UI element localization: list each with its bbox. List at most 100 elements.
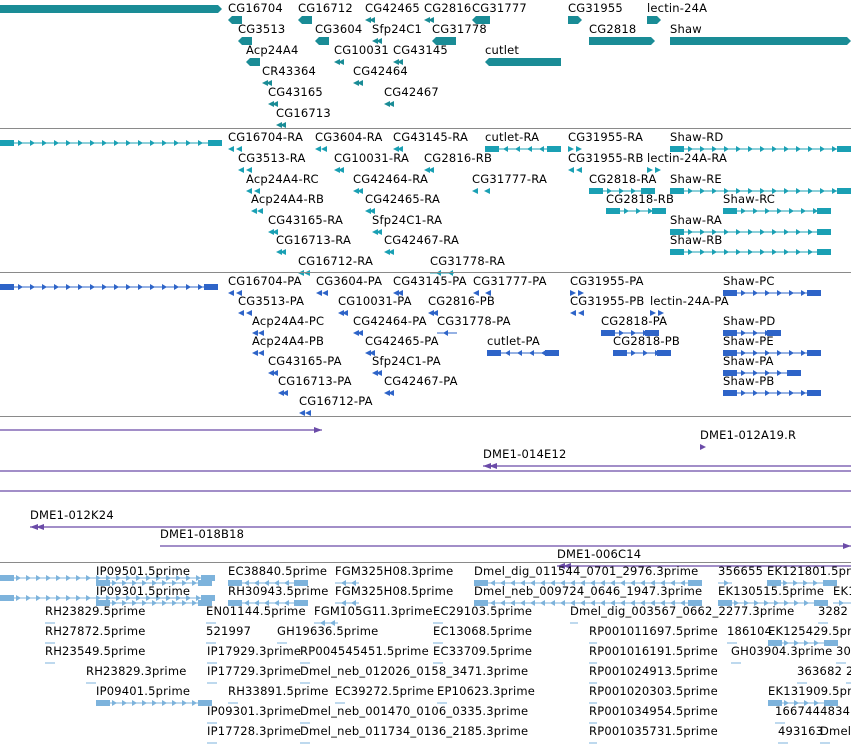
feature-glyph[interactable] xyxy=(568,16,582,24)
ek125429-5prime-feature[interactable]: EK125429.5prime xyxy=(768,625,851,646)
feature-glyph[interactable] xyxy=(278,390,288,396)
feature-glyph[interactable] xyxy=(723,350,821,356)
feature-glyph[interactable] xyxy=(384,101,394,107)
dme1-012a19-r-feature[interactable]: DME1-012A19.R xyxy=(700,429,796,450)
feature-glyph[interactable] xyxy=(96,700,212,706)
cg16704-pa-feature[interactable]: CG16704-PA xyxy=(228,275,302,296)
cg31777-feature[interactable]: CG31777 xyxy=(472,2,527,24)
feature-glyph[interactable] xyxy=(384,390,394,396)
feature-glyph[interactable] xyxy=(428,310,438,316)
186104-feature[interactable]: 186104 xyxy=(727,625,772,645)
sfp24c1-pa-feature[interactable]: Sfp24C1-PA xyxy=(372,355,441,376)
feature-glyph[interactable] xyxy=(207,660,217,666)
cg3604-pa-feature[interactable]: CG3604-PA xyxy=(316,275,382,296)
feature-glyph[interactable] xyxy=(353,80,363,86)
cg10031-pa-feature[interactable]: CG10031-PA xyxy=(338,295,412,316)
feature-glyph[interactable] xyxy=(252,350,264,356)
feature-glyph[interactable] xyxy=(238,310,252,316)
feature-glyph[interactable] xyxy=(606,208,666,214)
feature-glyph[interactable] xyxy=(833,600,851,606)
cg2818-pb-feature[interactable]: CG2818-PB xyxy=(613,335,680,356)
feature-glyph[interactable] xyxy=(335,580,359,586)
cg2818-ra-feature[interactable]: CG2818-RA xyxy=(589,173,656,194)
feature-glyph[interactable] xyxy=(298,270,310,276)
feature-glyph[interactable] xyxy=(767,580,837,586)
cg2816-feature[interactable]: CG2816 xyxy=(424,2,471,23)
feature-glyph[interactable] xyxy=(353,330,363,336)
ip17728-3prime-feature[interactable]: IP17728.3prime xyxy=(207,725,301,745)
feature-glyph[interactable] xyxy=(723,370,801,376)
feature-glyph[interactable] xyxy=(335,700,345,706)
363682-feature[interactable]: 363682 xyxy=(797,665,842,686)
shaw-rc-feature[interactable]: Shaw-RC xyxy=(723,193,831,214)
feature-glyph[interactable] xyxy=(613,350,671,356)
feature-glyph[interactable] xyxy=(723,330,781,336)
cg31955-pa-feature[interactable]: CG31955-PA xyxy=(570,275,644,296)
cg31955-rb-feature[interactable]: CG31955-RB xyxy=(568,152,643,173)
feature-glyph[interactable] xyxy=(393,290,403,296)
3282-feature[interactable]: 3282 xyxy=(818,605,848,625)
rh23549-5prime-feature[interactable]: RH23549.5prime xyxy=(45,645,145,665)
rh23829-3prime-feature[interactable]: RH23829.3prime xyxy=(86,665,186,685)
feature-glyph[interactable] xyxy=(487,350,559,356)
ests-segment-feature[interactable] xyxy=(0,595,215,615)
521997-feature[interactable]: 521997 xyxy=(206,625,251,645)
ep10623-3prime-feature[interactable]: EP10623.3prime xyxy=(437,685,535,705)
fgm325h08-5prime-feature[interactable]: FGM325H08.5prime xyxy=(335,585,453,606)
cg3604-feature[interactable]: CG3604 xyxy=(315,23,362,45)
feature-glyph[interactable] xyxy=(0,284,218,290)
dmel-dig-003567-0662-2277-3prime-feature[interactable]: Dmel_dig_003567_0662_2277.3prime xyxy=(570,605,794,626)
feature-glyph[interactable] xyxy=(334,59,344,65)
feature-glyph[interactable] xyxy=(589,660,597,666)
feature-glyph[interactable] xyxy=(820,740,830,745)
feature-glyph[interactable] xyxy=(251,208,263,214)
feature-glyph[interactable] xyxy=(315,146,327,152)
gh03904-3prime-feature[interactable]: GH03904.3prime xyxy=(731,645,832,665)
cg43145-feature[interactable]: CG43145 xyxy=(393,44,448,65)
feature-glyph[interactable] xyxy=(206,620,216,626)
feature-glyph[interactable] xyxy=(797,680,807,686)
feature-glyph[interactable] xyxy=(334,167,344,173)
cg2818-rb-feature[interactable]: CG2818-RB xyxy=(606,193,674,214)
feature-glyph[interactable] xyxy=(670,146,851,152)
feature-glyph[interactable] xyxy=(0,488,851,494)
dme1-014e12-feature[interactable]: DME1-014E12 xyxy=(483,448,851,469)
feature-glyph[interactable] xyxy=(45,640,55,646)
feature-glyph[interactable] xyxy=(718,580,732,586)
feature-glyph[interactable] xyxy=(365,208,375,214)
feature-glyph[interactable] xyxy=(723,290,821,296)
acp24a4-feature[interactable]: Acp24A4 xyxy=(246,44,298,66)
feature-glyph[interactable] xyxy=(315,37,329,45)
feature-glyph[interactable] xyxy=(365,17,375,23)
rh30943-5prime-feature[interactable]: RH30943.5prime xyxy=(228,585,328,606)
fgm105g11-3prime-feature[interactable]: FGM105G11.3prime xyxy=(314,605,432,626)
cg42467-ra-feature[interactable]: CG42467-RA xyxy=(384,234,459,255)
dme1-018b18-feature[interactable]: DME1-018B18 xyxy=(160,528,851,549)
cg3513-ra-feature[interactable]: CG3513-RA xyxy=(238,152,305,173)
cg42465-ra-feature[interactable]: CG42465-RA xyxy=(365,193,440,214)
feature-glyph[interactable] xyxy=(252,330,264,336)
feature-glyph[interactable] xyxy=(570,620,578,626)
feature-glyph[interactable] xyxy=(372,38,382,44)
cg3513-pa-feature[interactable]: CG3513-PA xyxy=(238,295,304,316)
feature-glyph[interactable] xyxy=(647,16,661,24)
feature-glyph[interactable] xyxy=(276,122,286,128)
cg31955-pb-feature[interactable]: CG31955-PB xyxy=(570,295,644,316)
clones-segment-feature[interactable] xyxy=(0,468,851,488)
feature-glyph[interactable] xyxy=(647,167,661,173)
30-feature[interactable]: 30 xyxy=(836,645,851,665)
feature-glyph[interactable] xyxy=(570,310,584,316)
feature-glyph[interactable] xyxy=(472,188,490,194)
feature-glyph[interactable] xyxy=(670,188,851,194)
sfp24c1-feature[interactable]: Sfp24C1 xyxy=(372,23,422,44)
cg31777-ra-feature[interactable]: CG31777-RA xyxy=(472,173,547,194)
feature-glyph[interactable] xyxy=(228,16,242,24)
en01144-5prime-feature[interactable]: EN01144.5prime xyxy=(206,605,306,626)
feature-glyph[interactable] xyxy=(207,720,217,726)
cutlet-pa-feature[interactable]: cutlet-PA xyxy=(487,335,559,356)
cg43165-feature[interactable]: CG43165 xyxy=(268,86,323,107)
feature-glyph[interactable] xyxy=(474,600,702,606)
feature-glyph[interactable] xyxy=(473,290,491,296)
proteins-segment-feature[interactable] xyxy=(0,284,218,304)
cg16713-feature[interactable]: CG16713 xyxy=(276,107,331,128)
